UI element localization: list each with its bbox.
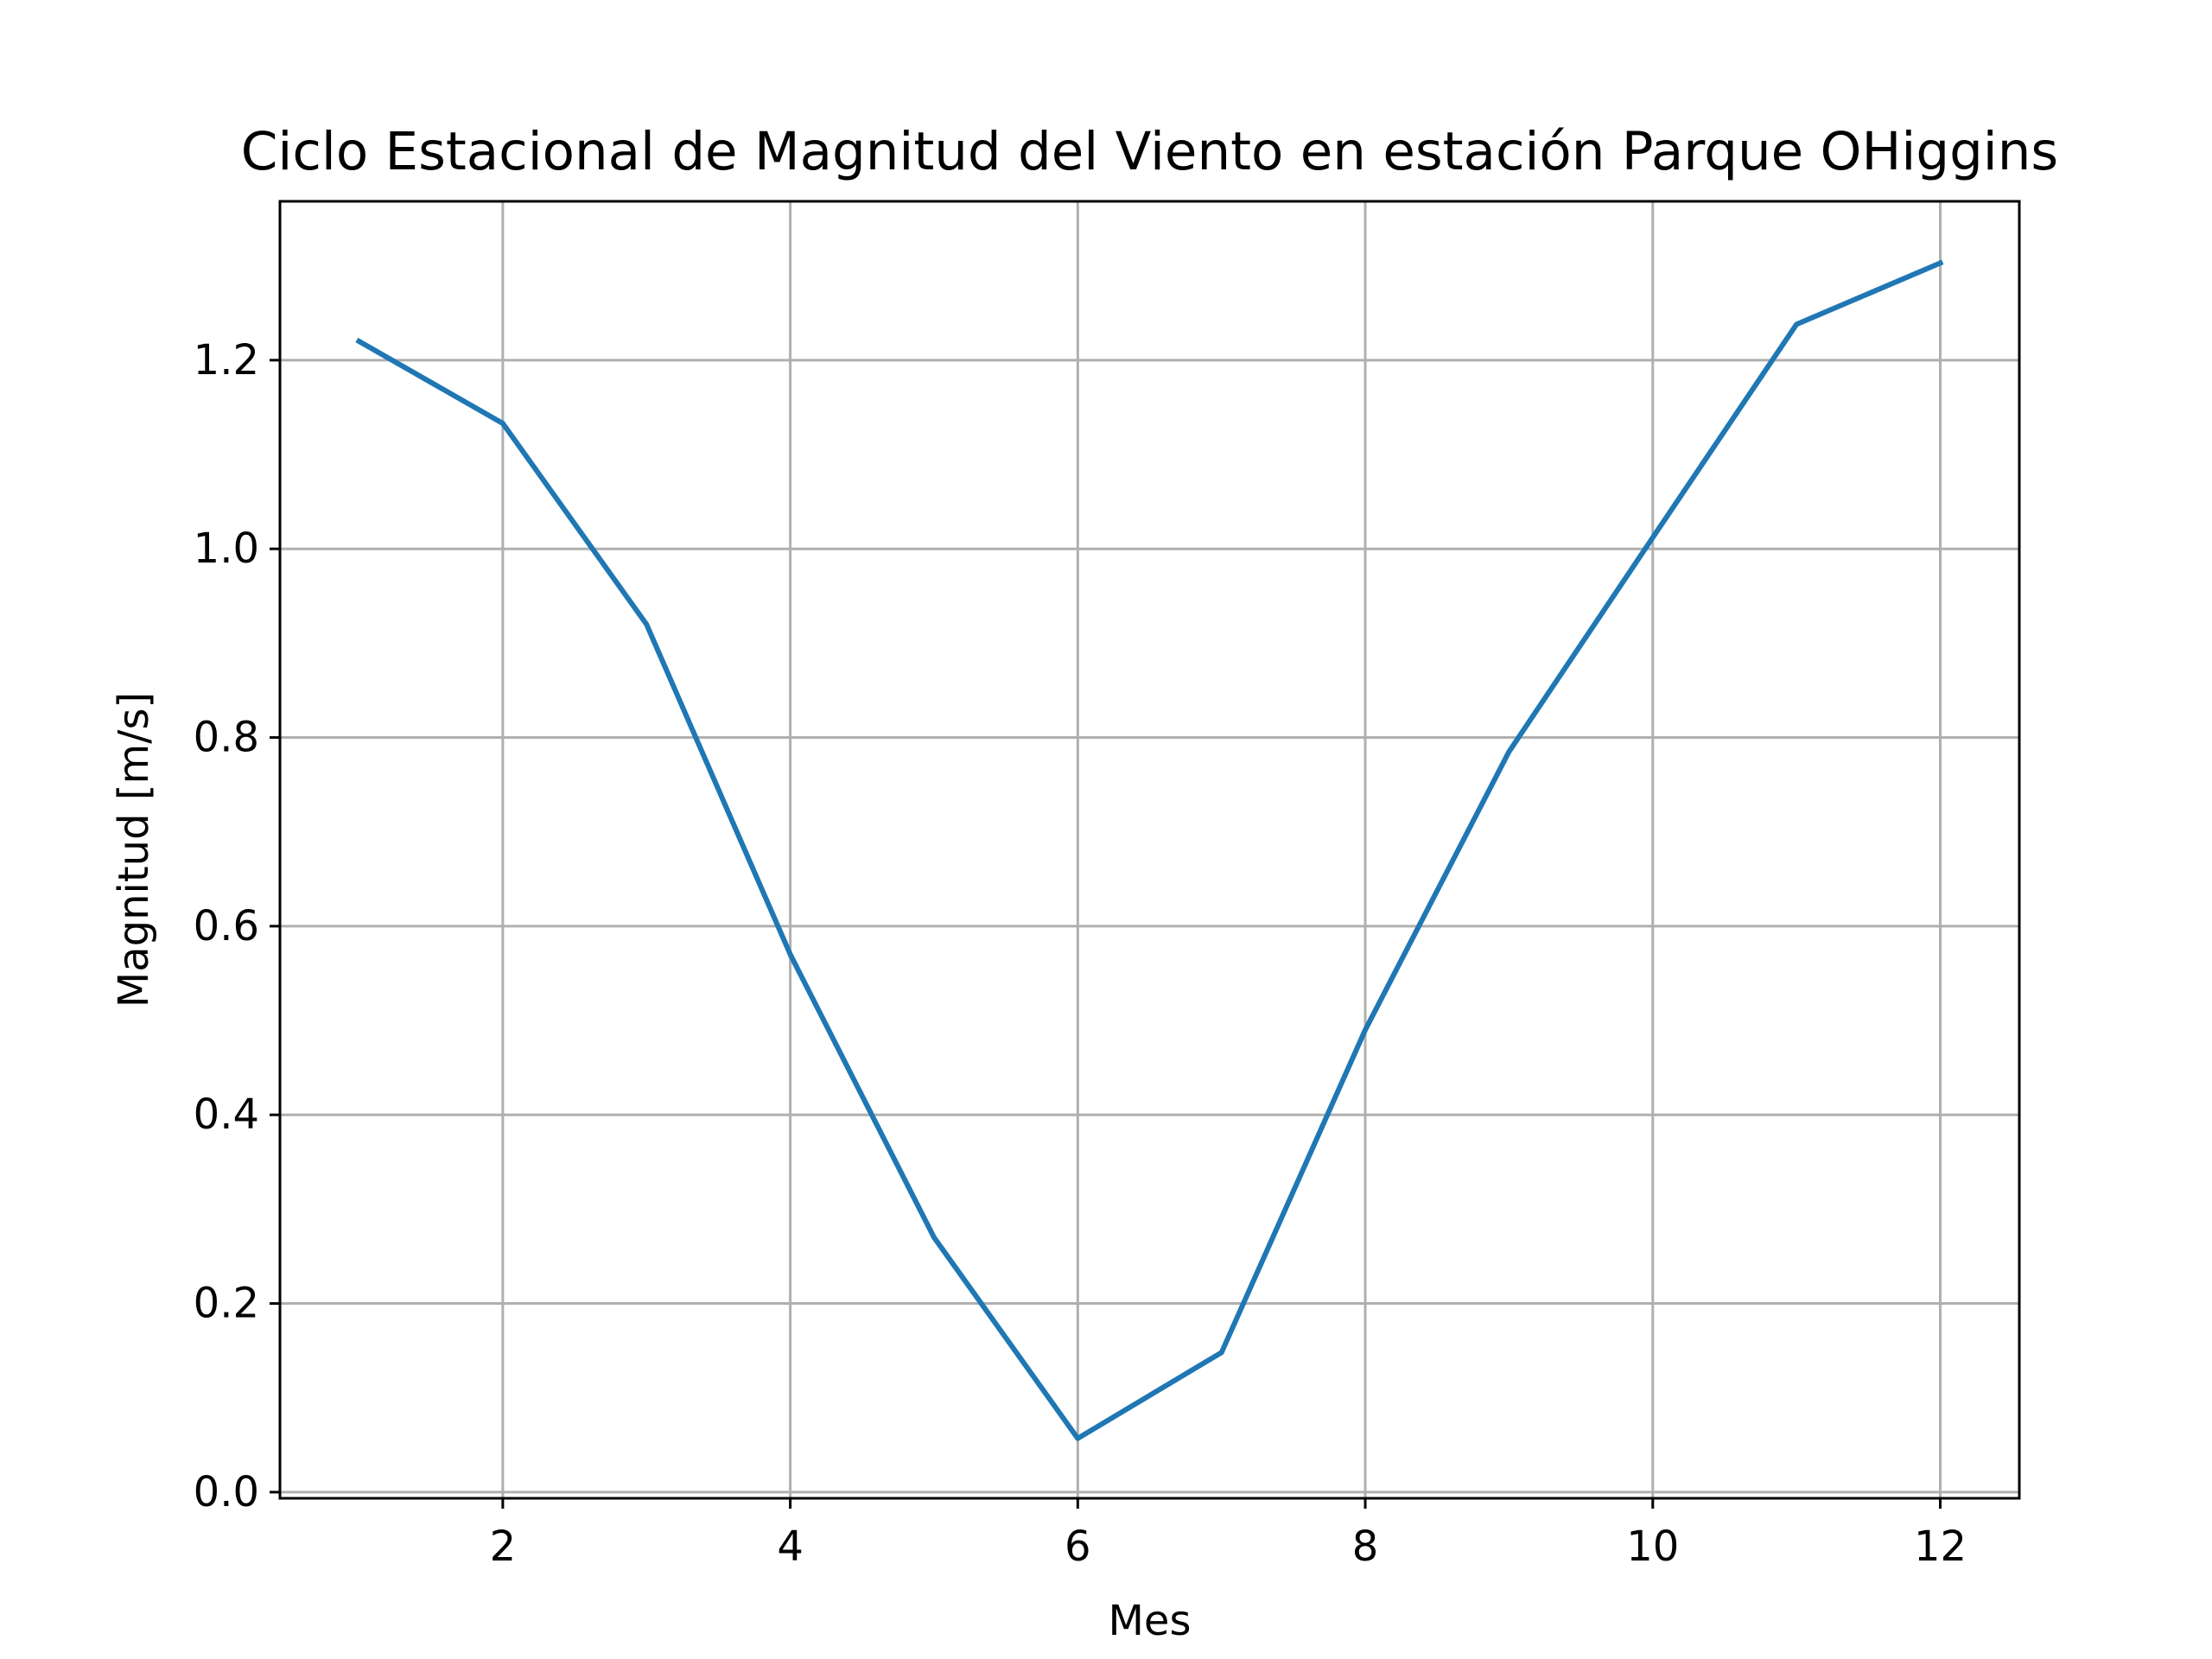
x-tick-label: 2	[490, 1522, 517, 1571]
x-tick-label: 6	[1065, 1522, 1091, 1571]
y-tick-label: 1.0	[194, 524, 259, 573]
x-axis-label: Mes	[1109, 1597, 1192, 1645]
y-tick-label: 0.4	[194, 1090, 259, 1139]
grid	[280, 201, 2019, 1498]
y-tick-label: 1.2	[194, 336, 259, 385]
y-tick-label: 0.8	[194, 714, 259, 762]
ticks: 2 4 6 8 10 12 0.0 0.2 0.4 0.6 0.8 1.0 1.2	[194, 336, 1967, 1571]
x-tick-label: 12	[1914, 1522, 1967, 1571]
series-line	[355, 259, 1944, 1441]
plot-frame	[278, 200, 2021, 1500]
y-tick-label: 0.0	[194, 1468, 259, 1516]
x-tick-label: 8	[1352, 1522, 1379, 1571]
x-tick-label: 10	[1626, 1522, 1679, 1571]
y-axis-label: Magnitud [m/s]	[110, 692, 158, 1007]
y-tick-label: 0.2	[194, 1280, 259, 1328]
chart-title: Ciclo Estacional de Magnitud del Viento …	[241, 121, 2058, 182]
series-layer	[355, 259, 1944, 1441]
y-tick-label: 0.6	[194, 902, 259, 950]
x-tick-label: 4	[777, 1522, 804, 1571]
